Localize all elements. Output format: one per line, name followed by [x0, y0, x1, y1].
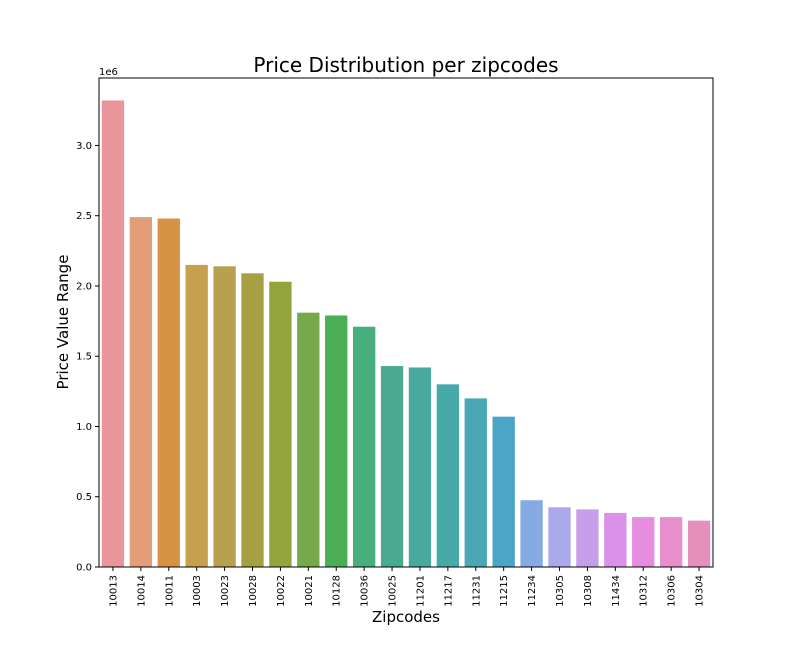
- x-tick-label-10013: 10013: [108, 575, 119, 607]
- bar-10036: [352, 326, 376, 567]
- x-tick-label-10036: 10036: [360, 575, 371, 607]
- bar-11217: [436, 384, 460, 567]
- bar-10014: [129, 217, 153, 568]
- bar-10025: [380, 366, 404, 567]
- x-tick-label-10312: 10312: [639, 575, 650, 607]
- x-tick-label-11231: 11231: [471, 575, 482, 607]
- x-tick-label-10003: 10003: [192, 575, 203, 607]
- bar-10305: [548, 507, 571, 567]
- y-axis-title: Price Value Range: [54, 255, 72, 390]
- x-tick-label-10011: 10011: [164, 575, 175, 607]
- y-tick-label: 1.5: [76, 352, 92, 363]
- y-tick-label: 2.5: [76, 211, 92, 222]
- x-tick-label-10023: 10023: [220, 575, 231, 607]
- y-tick-label: 0.0: [76, 563, 92, 574]
- y-tick-label: 2.0: [76, 281, 92, 292]
- bar-10023: [213, 266, 236, 567]
- x-tick-label-10021: 10021: [304, 575, 315, 607]
- x-axis-title: Zipcodes: [372, 608, 440, 626]
- bars-group: [101, 100, 711, 568]
- bar-10013: [101, 100, 125, 567]
- x-tick-label-10022: 10022: [276, 575, 287, 607]
- y-tick-label: 0.5: [76, 492, 92, 503]
- x-axis-ticks: 10013 10014 10011 10003 10023 10028 10022 10021…: [108, 567, 706, 607]
- bar-10022: [269, 281, 292, 567]
- x-tick-label-10308: 10308: [583, 575, 594, 607]
- bar-10021: [297, 312, 320, 567]
- bar-11234: [520, 500, 543, 567]
- bar-10304: [687, 520, 711, 567]
- chart-title: Price Distribution per zipcodes: [253, 53, 558, 77]
- x-tick-label-10014: 10014: [136, 575, 147, 607]
- x-tick-label-10306: 10306: [667, 575, 678, 607]
- x-tick-label-10305: 10305: [555, 575, 566, 607]
- x-tick-label-11234: 11234: [527, 575, 538, 607]
- bar-10011: [157, 218, 180, 567]
- x-tick-label-10025: 10025: [388, 575, 399, 607]
- bar-11201: [408, 367, 432, 567]
- bar-10028: [241, 273, 264, 567]
- x-tick-label-11215: 11215: [499, 575, 510, 607]
- bar-10003: [185, 264, 208, 567]
- bar-10306: [659, 517, 683, 567]
- y-tick-label: 1.0: [76, 422, 92, 433]
- x-tick-label-10128: 10128: [332, 575, 343, 607]
- plot-frame: [98, 77, 714, 568]
- x-tick-label-11434: 11434: [611, 575, 622, 607]
- bar-11215: [492, 416, 515, 567]
- x-tick-label-11217: 11217: [443, 575, 454, 607]
- x-tick-label-11201: 11201: [415, 575, 426, 607]
- bar-11231: [464, 398, 487, 567]
- bar-11434: [604, 512, 627, 567]
- x-tick-label-10028: 10028: [248, 575, 259, 607]
- bar-10312: [632, 517, 655, 567]
- bar-10128: [325, 315, 348, 567]
- x-tick-label-10304: 10304: [695, 575, 706, 607]
- bar-10308: [576, 509, 599, 567]
- y-axis-offset-label: 1e6: [99, 67, 118, 78]
- y-axis-ticks: 0.0 0.5 1.0 1.5 2.0 2.5 3.0: [76, 141, 99, 574]
- y-tick-label: 3.0: [76, 141, 92, 152]
